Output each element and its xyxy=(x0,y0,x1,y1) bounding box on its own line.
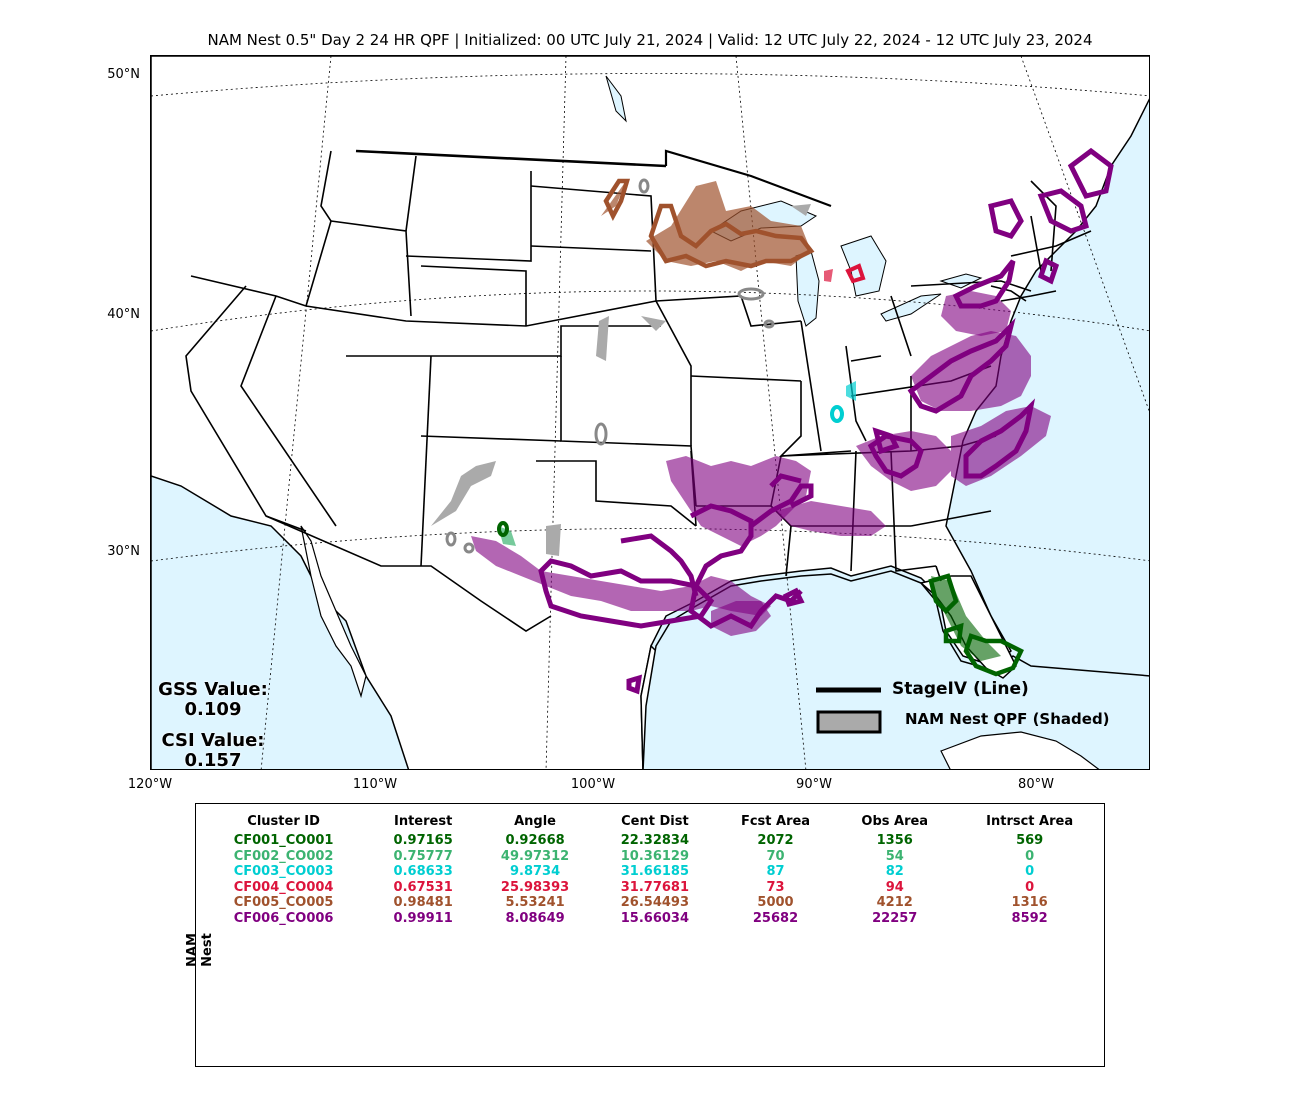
stats-table: Cluster ID Interest Angle Cent Dist Fcst… xyxy=(196,814,1106,926)
header-cent-dist: Cent Dist xyxy=(621,814,689,829)
cell-angle: 0.92668 xyxy=(505,833,565,848)
csi-value: 0.157 xyxy=(184,750,242,771)
lat-label-40: 40°N xyxy=(107,307,140,322)
cell-intrsct-area: 1316 xyxy=(1011,895,1048,910)
header-intrsct-area: Intrsct Area xyxy=(986,814,1074,829)
baja-peninsula xyxy=(300,525,367,699)
cell-intrsct-area: 0 xyxy=(1025,848,1035,864)
lon-label-110: 110°W xyxy=(352,777,398,792)
cf003-objects xyxy=(830,381,856,423)
cell-cluster-id: CF003_CO003 xyxy=(233,864,334,879)
header-angle: Angle xyxy=(514,814,557,829)
lon-label-120: 120°W xyxy=(127,777,173,792)
cell-angle: 25.98393 xyxy=(500,879,570,895)
cell-interest: 0.67531 xyxy=(393,879,453,895)
lon-label-90: 90°W xyxy=(796,777,832,792)
cell-intrsct-area: 0 xyxy=(1025,864,1035,879)
cuba xyxy=(940,731,1100,769)
cell-fcst-area: 5000 xyxy=(757,895,794,910)
header-interest: Interest xyxy=(394,814,453,829)
map-svg xyxy=(151,56,1149,769)
map-panel xyxy=(150,55,1150,770)
cell-cent-dist: 22.32834 xyxy=(620,833,690,848)
cell-obs-area: 82 xyxy=(885,864,904,879)
csi-label: CSI Value: xyxy=(161,730,265,751)
cell-cent-dist: 26.54493 xyxy=(620,895,690,910)
state-borders xyxy=(185,149,1092,632)
cell-obs-area: 4212 xyxy=(876,895,913,910)
cell-cluster-id: CF004_CO004 xyxy=(233,879,334,895)
cell-cent-dist: 15.66034 xyxy=(620,910,690,926)
cell-cluster-id: CF006_CO006 xyxy=(233,910,334,926)
legend-shaded-label: NAM Nest QPF (Shaded) xyxy=(905,710,1110,728)
cell-cluster-id: CF002_CO002 xyxy=(233,848,334,864)
cell-fcst-area: 70 xyxy=(766,848,785,864)
table-body: CF001_CO001 0.97165 0.92668 22.32834 207… xyxy=(196,833,1106,926)
cf002-objects xyxy=(497,521,516,546)
header-obs-area: Obs Area xyxy=(861,814,929,829)
legend-line-label: StageIV (Line) xyxy=(892,679,1029,699)
lake-erie xyxy=(880,293,942,322)
cell-fcst-area: 2072 xyxy=(757,833,794,848)
cell-interest: 0.68633 xyxy=(393,864,453,879)
gss-label: GSS Value: xyxy=(158,679,268,700)
cf006-outlines xyxy=(538,147,1114,695)
cell-interest: 0.97165 xyxy=(393,833,453,848)
cell-intrsct-area: 569 xyxy=(1016,833,1044,848)
cell-intrsct-area: 0 xyxy=(1025,879,1035,895)
lake-winnipeg xyxy=(605,75,627,123)
cell-cent-dist: 10.36129 xyxy=(620,848,690,864)
cell-cluster-id: CF005_CO005 xyxy=(233,895,334,910)
graticule xyxy=(151,56,1149,769)
table-header-row: Cluster ID Interest Angle Cent Dist Fcst… xyxy=(196,814,1106,833)
gulf-of-mexico xyxy=(642,570,1149,769)
cell-obs-area: 22257 xyxy=(872,910,918,926)
table-row: CF001_CO001 0.97165 0.92668 22.32834 207… xyxy=(196,833,1106,849)
cell-interest: 0.98481 xyxy=(393,895,453,910)
cell-interest: 0.99911 xyxy=(393,910,453,926)
cell-obs-area: 54 xyxy=(885,848,904,864)
cf005-objects xyxy=(601,178,815,271)
cell-cluster-id: CF001_CO001 xyxy=(233,833,334,848)
cf004-objects xyxy=(824,263,866,284)
cell-intrsct-area: 8592 xyxy=(1011,910,1048,926)
cf001-objects xyxy=(928,573,1024,677)
cell-interest: 0.75777 xyxy=(393,848,453,864)
cell-angle: 5.53241 xyxy=(505,895,565,910)
stats-table-box: Cluster ID Interest Angle Cent Dist Fcst… xyxy=(195,803,1105,1067)
chart-title: NAM Nest 0.5" Day 2 24 HR QPF | Initiali… xyxy=(207,31,1093,49)
cell-angle: 49.97312 xyxy=(500,848,570,864)
cell-cent-dist: 31.66185 xyxy=(620,864,690,879)
cell-angle: 8.08649 xyxy=(505,910,565,926)
cell-fcst-area: 87 xyxy=(766,864,785,879)
table-row: CF002_CO002 0.75777 49.97312 10.36129 70… xyxy=(196,849,1106,865)
unmatched-objects xyxy=(431,178,811,556)
cell-fcst-area: 73 xyxy=(766,879,785,895)
cell-obs-area: 1356 xyxy=(876,833,913,848)
cell-fcst-area: 25682 xyxy=(752,910,799,926)
table-row: CF006_CO006 0.99911 8.08649 15.66034 256… xyxy=(196,911,1106,927)
cell-angle: 9.8734 xyxy=(509,864,561,879)
header-cluster-id: Cluster ID xyxy=(247,814,320,829)
lon-label-100: 100°W xyxy=(570,777,616,792)
table-row: CF003_CO003 0.68633 9.8734 31.66185 87 8… xyxy=(196,864,1106,880)
lat-label-30: 30°N xyxy=(107,544,140,559)
gss-value: 0.109 xyxy=(184,699,242,720)
cell-obs-area: 94 xyxy=(885,879,904,895)
table-row: CF004_CO004 0.67531 25.98393 31.77681 73… xyxy=(196,880,1106,896)
legend-shaded-sample xyxy=(816,710,882,734)
header-fcst-area: Fcst Area xyxy=(740,814,811,829)
lat-label-50: 50°N xyxy=(107,67,140,82)
cell-cent-dist: 31.77681 xyxy=(620,879,690,895)
table-row: CF005_CO005 0.98481 5.53241 26.54493 500… xyxy=(196,895,1106,911)
lon-label-80: 80°W xyxy=(1018,777,1054,792)
